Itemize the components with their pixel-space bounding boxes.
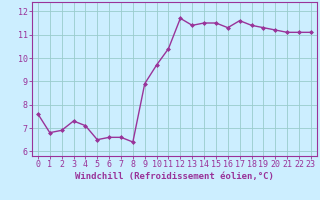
X-axis label: Windchill (Refroidissement éolien,°C): Windchill (Refroidissement éolien,°C) — [75, 172, 274, 181]
